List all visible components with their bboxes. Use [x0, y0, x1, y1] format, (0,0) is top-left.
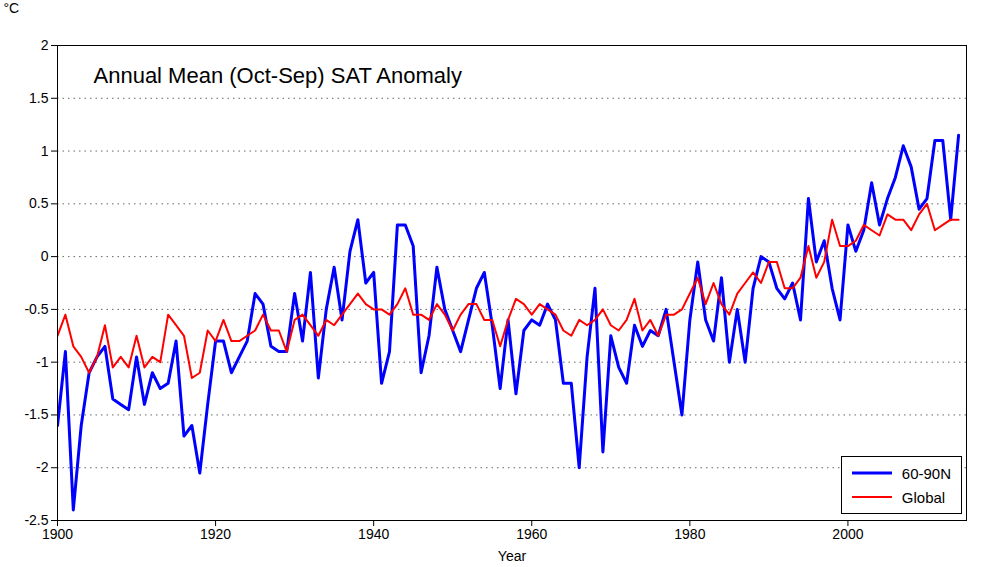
svg-text:°C: °C — [4, 0, 20, 16]
svg-text:1960: 1960 — [516, 526, 547, 542]
svg-text:1.5: 1.5 — [29, 90, 49, 106]
svg-text:0: 0 — [41, 248, 49, 264]
svg-text:-1.5: -1.5 — [24, 406, 48, 422]
html-text:Global: Global — [901, 488, 946, 506]
svg-text:2: 2 — [41, 37, 49, 53]
svg-text:1980: 1980 — [674, 526, 705, 542]
svg-text:1920: 1920 — [200, 526, 231, 542]
svg-text:-1: -1 — [36, 354, 49, 370]
svg-text:2000: 2000 — [832, 526, 863, 542]
svg-text:0.5: 0.5 — [29, 195, 49, 211]
svg-text:1900: 1900 — [42, 526, 73, 542]
svg-text:1: 1 — [41, 143, 49, 159]
svg-text:Year: Year — [498, 548, 527, 564]
svg-text:Annual Mean (Oct-Sep) SAT Anom: Annual Mean (Oct-Sep) SAT Anomaly — [94, 63, 462, 88]
svg-text:1940: 1940 — [358, 526, 389, 542]
svg-text:-0.5: -0.5 — [24, 301, 48, 317]
svg-text:-2.5: -2.5 — [24, 512, 49, 528]
svg-text:-2: -2 — [36, 459, 49, 475]
html-text:60-90N: 60-90N — [901, 464, 951, 482]
